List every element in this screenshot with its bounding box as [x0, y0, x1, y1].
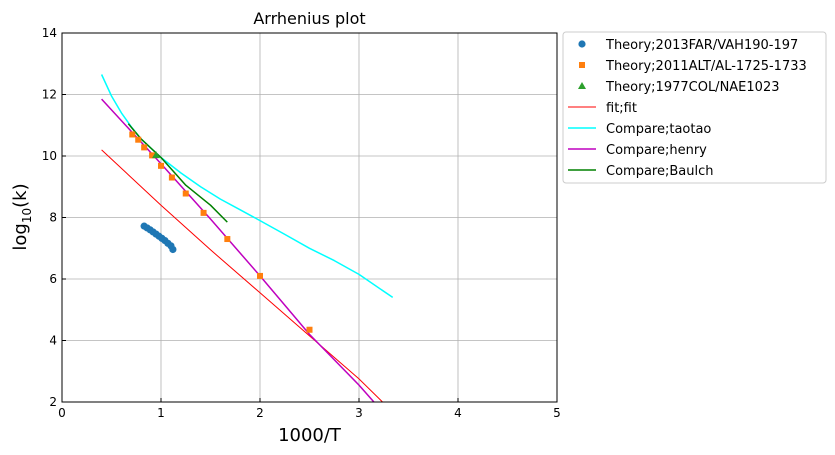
y-axis-label-base: log — [10, 223, 31, 250]
series-0 — [140, 222, 177, 254]
y-tick-label: 8 — [49, 211, 57, 225]
legend-marker-swatch — [579, 62, 585, 68]
series-4 — [100, 74, 394, 299]
chart-title: Arrhenius plot — [253, 9, 365, 28]
plot-series — [100, 74, 394, 402]
legend-entry-label: Theory;2013FAR/VAH190-197 — [605, 38, 798, 53]
y-tick-label: 14 — [42, 26, 57, 40]
legend-entry-label: Compare;henry — [606, 143, 707, 158]
legend-entry-label: Theory;1977COL/NAE1023 — [605, 80, 779, 95]
legend-entry-label: Compare;taotao — [606, 122, 711, 137]
data-point — [129, 131, 136, 138]
legend-entry-label: fit;fit — [606, 101, 637, 116]
legend-entry-label: Compare;Baulch — [606, 164, 713, 179]
data-point — [158, 162, 164, 169]
data-point — [182, 190, 189, 197]
y-axis-label-tail: (k) — [10, 183, 31, 207]
x-axis-label: 1000/T — [278, 425, 342, 446]
grid-lines — [61, 32, 558, 403]
data-point — [200, 209, 207, 216]
series-line — [100, 74, 394, 299]
y-axis-label-subscript: 10 — [20, 208, 34, 223]
legend-marker-swatch — [578, 82, 586, 89]
series-line — [127, 123, 228, 223]
y-tick-label: 6 — [49, 272, 57, 286]
data-point — [224, 236, 231, 243]
data-point — [169, 245, 177, 254]
data-point — [168, 174, 175, 181]
x-tick-label: 1 — [157, 406, 165, 420]
series-6 — [127, 123, 228, 223]
data-point — [257, 272, 263, 279]
x-tick-label: 0 — [58, 406, 66, 420]
data-point — [141, 144, 148, 151]
legend-frame — [562, 31, 827, 184]
legend-entry-label: Theory;2011ALT/AL-1725-1733 — [605, 59, 807, 74]
x-tick-label: 2 — [256, 406, 264, 420]
legend: Theory;2013FAR/VAH190-197 Theory;2011ALT/… — [562, 31, 827, 184]
x-tick-label: 5 — [553, 406, 561, 420]
data-point — [306, 326, 313, 333]
y-tick-label: 12 — [42, 88, 57, 102]
y-tick-label: 2 — [49, 395, 57, 409]
series-3 — [101, 149, 384, 402]
y-tick-label: 4 — [49, 334, 57, 348]
series-1 — [129, 131, 313, 333]
legend-marker-swatch — [578, 40, 586, 48]
x-tick-label: 4 — [454, 406, 462, 420]
y-axis-label: log10(k) — [10, 183, 34, 250]
data-point — [149, 152, 156, 159]
series-line — [101, 149, 384, 402]
data-point — [152, 151, 161, 159]
data-point — [135, 136, 142, 143]
y-tick-label: 10 — [42, 149, 57, 163]
x-tick-label: 3 — [355, 406, 363, 420]
series-2 — [152, 151, 161, 159]
